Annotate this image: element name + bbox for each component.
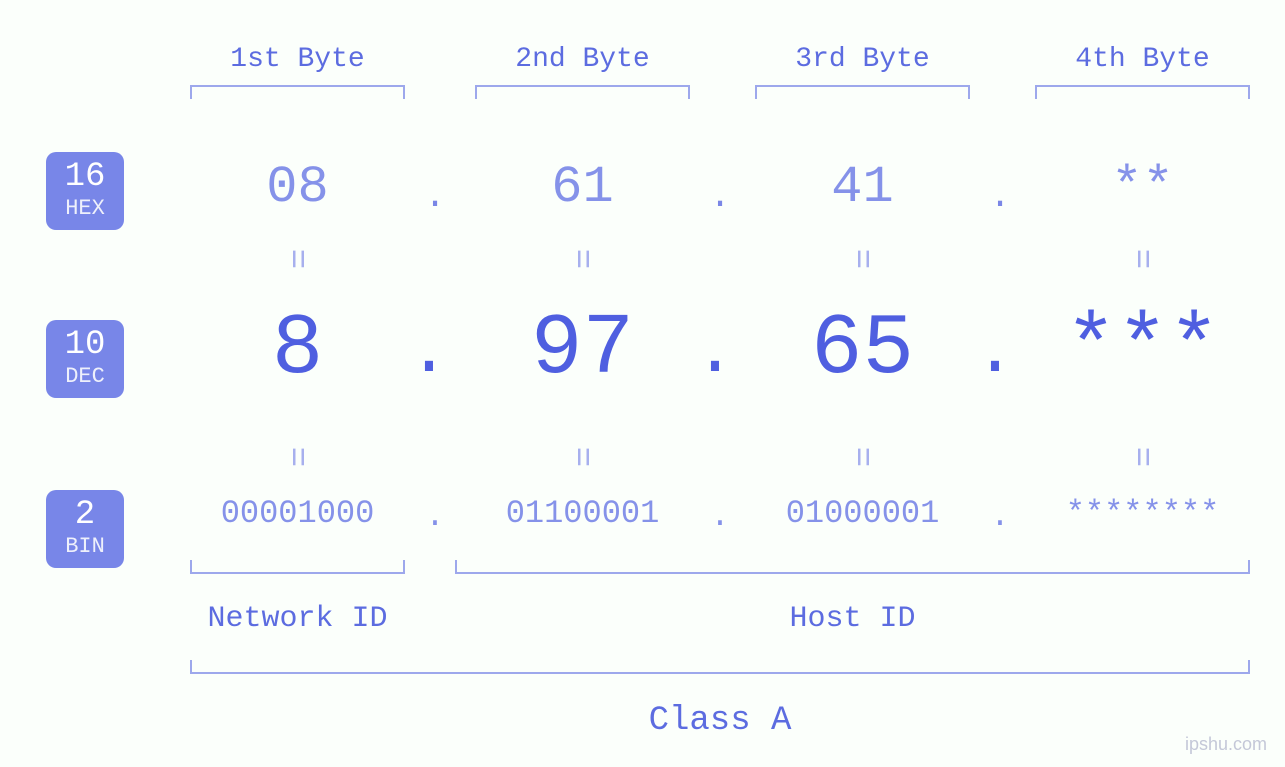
dec-dot-3: . bbox=[974, 314, 1014, 393]
watermark: ipshu.com bbox=[1185, 734, 1267, 755]
bin-dot-3: . bbox=[980, 498, 1020, 535]
badge-bin-num: 2 bbox=[46, 490, 124, 534]
class-label: Class A bbox=[190, 702, 1250, 740]
network-label: Network ID bbox=[185, 602, 410, 636]
badge-bin: 2 BIN bbox=[46, 490, 124, 568]
hex-byte-4: ** bbox=[1030, 158, 1255, 217]
top-bracket-4 bbox=[1035, 85, 1250, 99]
bin-dot-2: . bbox=[700, 498, 740, 535]
badge-dec-num: 10 bbox=[46, 320, 124, 364]
hex-dot-2: . bbox=[700, 176, 740, 217]
eq-1-1: = bbox=[276, 249, 314, 269]
byte-header-3: 3rd Byte bbox=[750, 42, 975, 78]
bin-dot-1: . bbox=[415, 498, 455, 535]
bin-byte-3: 01000001 bbox=[750, 495, 975, 532]
host-bracket bbox=[455, 560, 1250, 574]
hex-byte-1: 08 bbox=[185, 158, 410, 217]
eq-2-3: = bbox=[841, 447, 879, 467]
eq-2-4: = bbox=[1121, 447, 1159, 467]
host-label: Host ID bbox=[455, 602, 1250, 636]
badge-hex: 16 HEX bbox=[46, 152, 124, 230]
byte-header-2: 2nd Byte bbox=[470, 42, 695, 78]
class-bracket bbox=[190, 660, 1250, 674]
badge-dec: 10 DEC bbox=[46, 320, 124, 398]
byte-header-1: 1st Byte bbox=[185, 42, 410, 78]
badge-hex-num: 16 bbox=[46, 152, 124, 196]
badge-hex-label: HEX bbox=[46, 196, 124, 230]
top-bracket-2 bbox=[475, 85, 690, 99]
dec-byte-1: 8 bbox=[185, 300, 410, 398]
eq-1-4: = bbox=[1121, 249, 1159, 269]
dec-dot-2: . bbox=[694, 314, 734, 393]
hex-byte-2: 61 bbox=[470, 158, 695, 217]
eq-1-2: = bbox=[561, 249, 599, 269]
ip-diagram: 1st Byte 2nd Byte 3rd Byte 4th Byte 16 H… bbox=[0, 0, 1285, 767]
bin-byte-4: ******** bbox=[1030, 495, 1255, 532]
dec-byte-3: 65 bbox=[750, 300, 975, 398]
dec-byte-2: 97 bbox=[470, 300, 695, 398]
top-bracket-1 bbox=[190, 85, 405, 99]
hex-byte-3: 41 bbox=[750, 158, 975, 217]
byte-header-4: 4th Byte bbox=[1030, 42, 1255, 78]
badge-bin-label: BIN bbox=[46, 534, 124, 568]
hex-dot-1: . bbox=[415, 176, 455, 217]
top-bracket-3 bbox=[755, 85, 970, 99]
bin-byte-2: 01100001 bbox=[470, 495, 695, 532]
badge-dec-label: DEC bbox=[46, 364, 124, 398]
eq-2-1: = bbox=[276, 447, 314, 467]
bin-byte-1: 00001000 bbox=[185, 495, 410, 532]
dec-byte-4: *** bbox=[1030, 300, 1255, 398]
network-bracket bbox=[190, 560, 405, 574]
eq-1-3: = bbox=[841, 249, 879, 269]
hex-dot-3: . bbox=[980, 176, 1020, 217]
dec-dot-1: . bbox=[408, 314, 448, 393]
eq-2-2: = bbox=[561, 447, 599, 467]
